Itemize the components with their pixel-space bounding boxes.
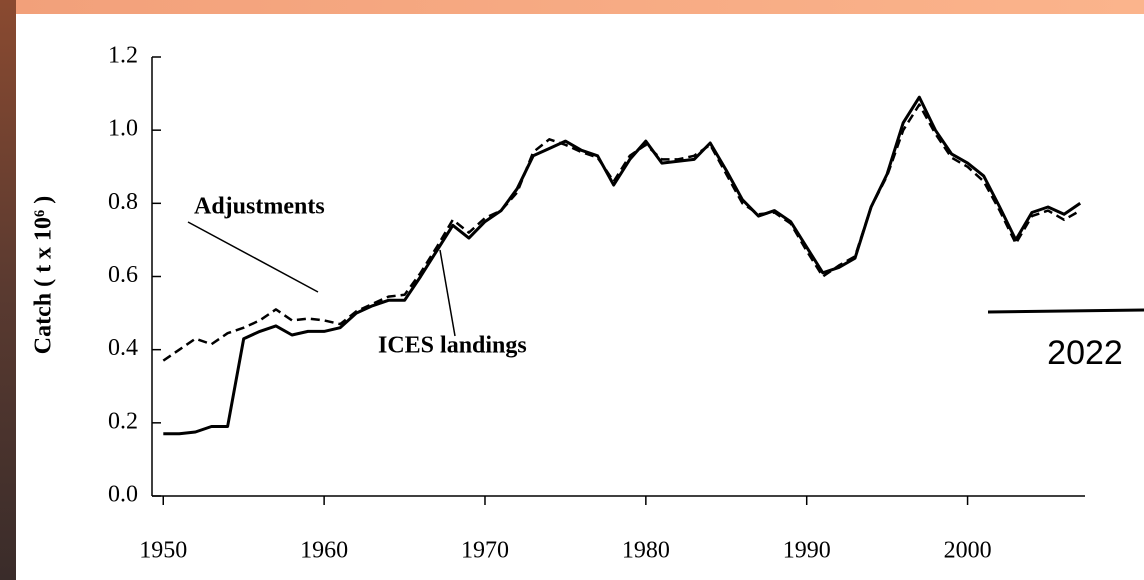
y-tick-label: 0.0 [108, 482, 138, 508]
page: Catch ( t x 10⁶ ) Adjustments ICES landi… [0, 0, 1144, 580]
x-tick-label: 1950 [139, 538, 187, 564]
y-tick-label: 0.2 [108, 408, 138, 434]
x-tick-label: 1990 [783, 538, 831, 564]
x-tick-label: 2000 [944, 538, 992, 564]
divider [988, 310, 1144, 312]
y-tick-label: 0.6 [108, 262, 138, 288]
y-tick-label: 0.4 [108, 335, 138, 361]
slide-band [0, 0, 1144, 14]
annotation: Adjustments [194, 194, 325, 220]
y-axis-label: Catch ( t x 10⁶ ) [31, 196, 57, 355]
annotation: ICES landings [378, 333, 527, 359]
y-tick-label: 1.0 [108, 116, 138, 142]
y-tick-label: 0.8 [108, 189, 138, 215]
x-tick-label: 1970 [461, 538, 509, 564]
x-tick-label: 1980 [622, 538, 670, 564]
plot-background [16, 14, 1144, 580]
y-tick-label: 1.2 [108, 43, 138, 69]
annotation: 2022 [1047, 334, 1123, 372]
slide-edge [0, 0, 16, 580]
chart: Catch ( t x 10⁶ ) Adjustments ICES landi… [0, 0, 1144, 580]
x-tick-label: 1960 [300, 538, 348, 564]
